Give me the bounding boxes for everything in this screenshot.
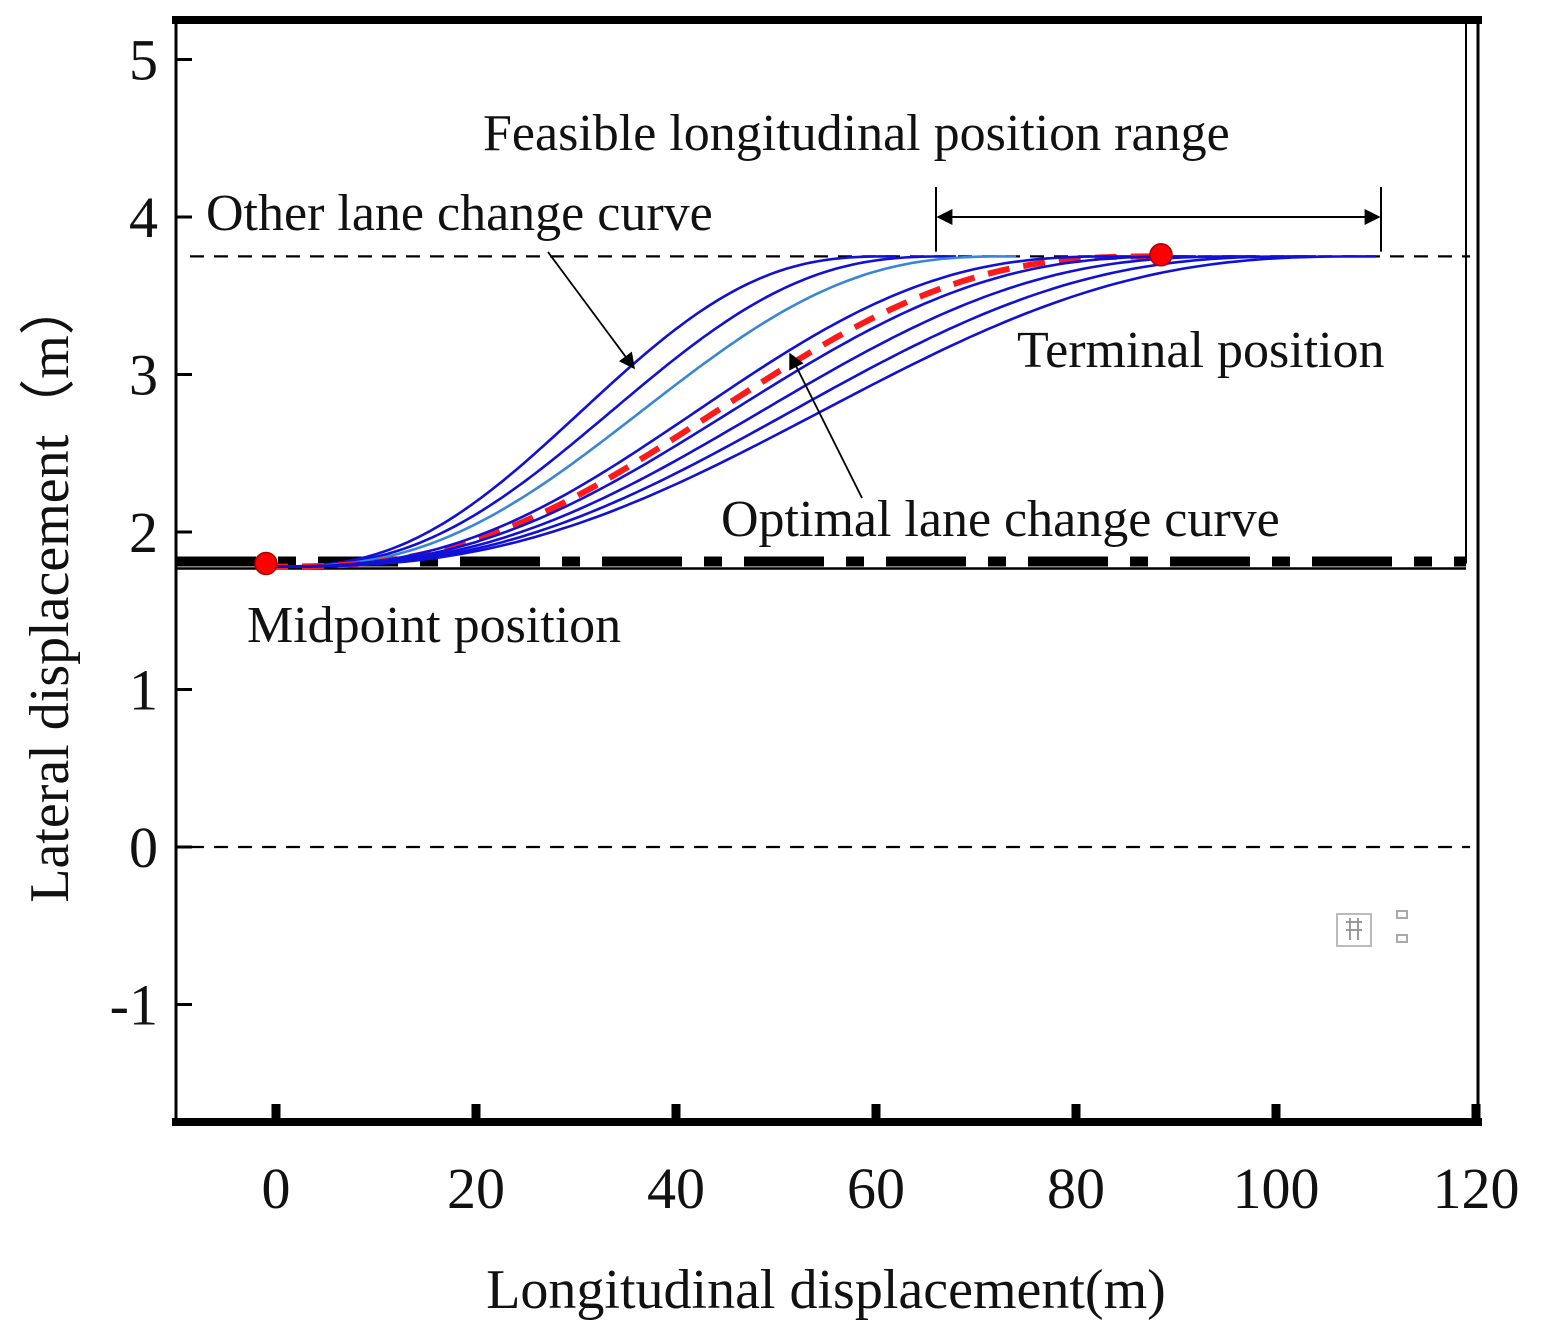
series-line	[266, 255, 1196, 568]
series-line	[266, 255, 1316, 568]
x-tick-label: 20	[447, 1156, 505, 1221]
annotation-other-curve: Other lane change curve	[206, 185, 713, 242]
series-line	[266, 255, 1126, 568]
annotation-optimal: Optimal lane change curve	[721, 491, 1280, 548]
data-point	[1149, 243, 1173, 267]
x-tick-label: 0	[262, 1156, 291, 1221]
series-line	[266, 255, 896, 568]
y-tick-label: 5	[129, 28, 158, 93]
x-tick-label: 120	[1433, 1156, 1520, 1221]
series-line	[266, 255, 1376, 568]
watermark-glyph	[1336, 910, 1408, 947]
pointer-optimal-curve	[789, 352, 863, 499]
annotation-range: Feasible longitudinal position range	[483, 105, 1230, 162]
series-line	[266, 255, 956, 568]
y-tick-label: 0	[129, 815, 158, 880]
y-axis-title: Lateral displacement（m）	[19, 279, 81, 903]
annotation-terminal: Terminal position	[1017, 322, 1385, 379]
y-tick-label: 1	[129, 658, 158, 723]
series-line	[266, 255, 1016, 568]
annotation-midpoint: Midpoint position	[247, 597, 621, 654]
x-tick-label: 80	[1047, 1156, 1105, 1221]
series-line	[266, 255, 1256, 568]
y-tick-label: 3	[129, 343, 158, 408]
y-tick-label: 4	[129, 185, 158, 250]
x-tick-label: 40	[647, 1156, 705, 1221]
y-tick-label: 2	[129, 500, 158, 565]
x-axis-title: Longitudinal displacement(m)	[486, 1259, 1166, 1321]
pointer-other-curve	[547, 251, 635, 370]
y-tick-label: -1	[110, 973, 158, 1038]
x-tick-label: 60	[847, 1156, 905, 1221]
data-point	[254, 551, 278, 576]
x-tick-label: 100	[1233, 1156, 1320, 1221]
